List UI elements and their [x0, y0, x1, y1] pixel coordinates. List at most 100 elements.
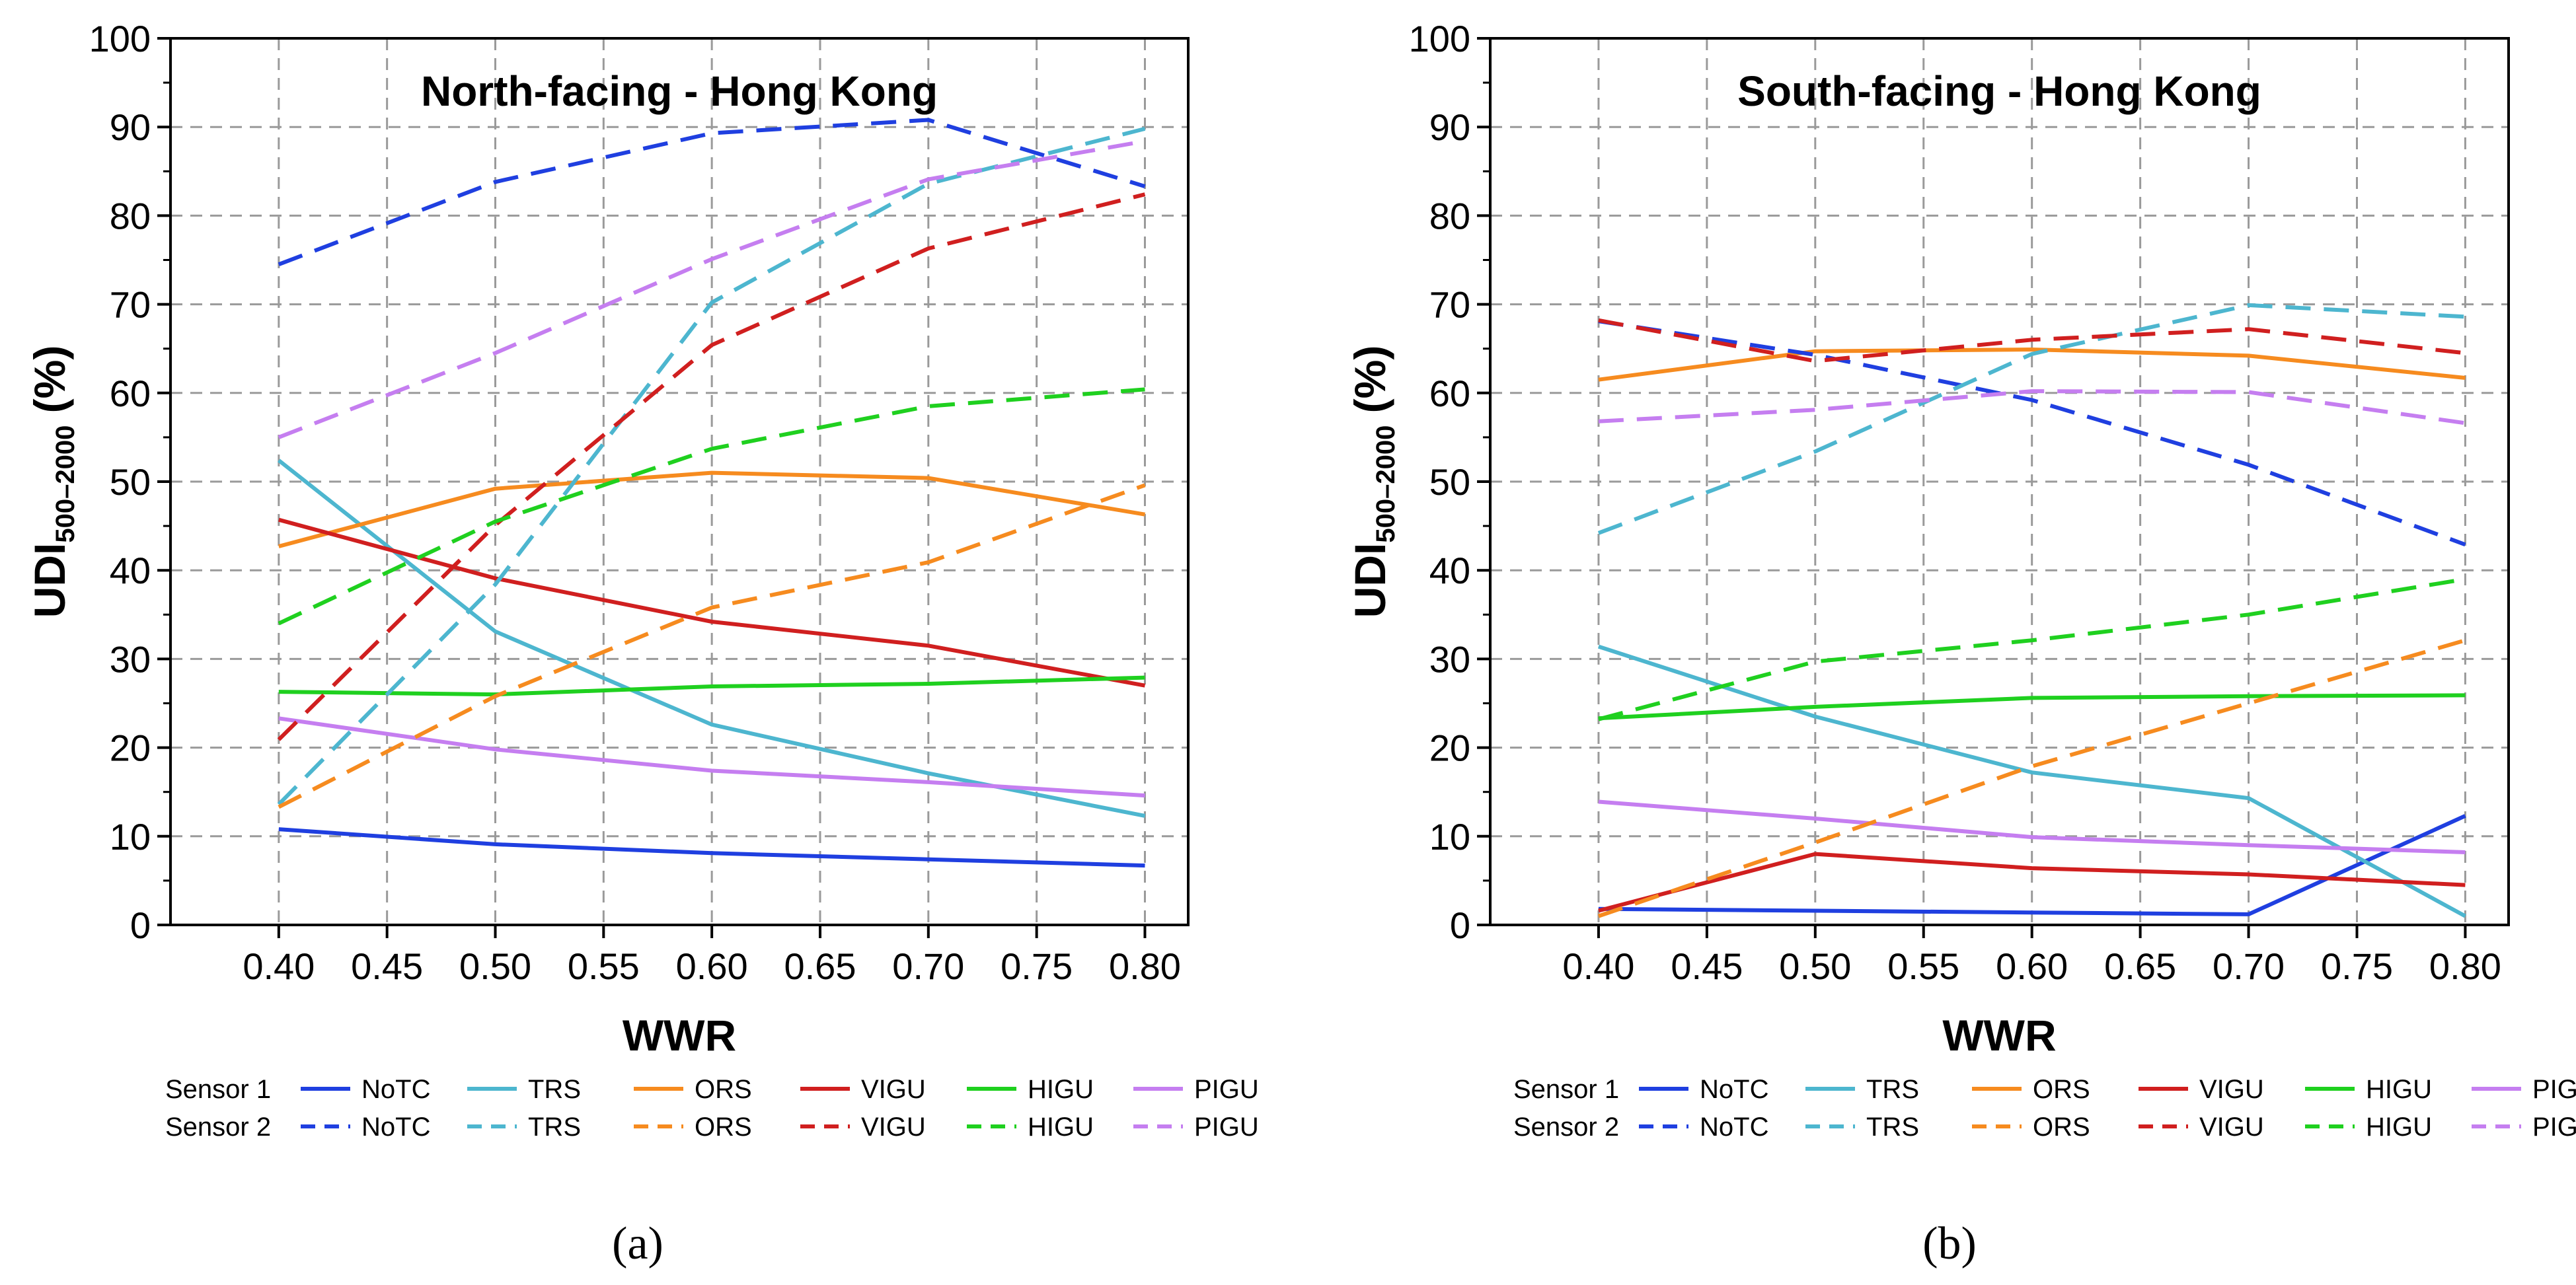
x-tick-label: 0.65 — [784, 945, 856, 987]
series-line-sensor1-vigu — [1598, 852, 2466, 913]
series-line-sensor2-trs — [277, 126, 1146, 806]
series-line-sensor2-ors — [278, 483, 1146, 809]
legend-entry-label: HIGU — [1028, 1075, 1094, 1104]
series-line-sensor2-pigu — [278, 139, 1146, 439]
x-tick-label: 0.60 — [1996, 945, 2068, 987]
x-tick-label: 0.75 — [2321, 945, 2393, 987]
y-axis-label-main: UDI — [25, 543, 74, 618]
legend-entry-label: NoTC — [1700, 1075, 1768, 1104]
legend-entry-label: ORS — [2033, 1075, 2090, 1104]
x-tick-label: 0.75 — [1001, 945, 1073, 987]
y-tick-label: 70 — [110, 284, 151, 326]
x-tick-label: 0.45 — [1671, 945, 1743, 987]
x-tick-label: 0.55 — [568, 945, 640, 987]
legend: Sensor 1 Sensor 2 NoTC NoTC TRS TRS ORS ORS VIGU… — [165, 1075, 1259, 1142]
y-tick-label: 30 — [1429, 638, 1470, 680]
legend-entry-label: VIGU — [861, 1113, 926, 1142]
x-tick-label: 0.70 — [2213, 945, 2285, 987]
series-line-sensor1-pigu — [1598, 799, 2466, 854]
panel-caption: (a) — [612, 1218, 663, 1269]
y-tick-label: 0 — [1450, 904, 1470, 946]
panel-north-facing: 0.40 0.45 0.50 0.55 0.60 0.65 0.70 0.75 0.80 0 10 2… — [25, 18, 1259, 1269]
legend-entry-label: HIGU — [2366, 1075, 2432, 1104]
series-line-sensor2-pigu — [1598, 389, 2466, 425]
x-tick-label: 0.70 — [892, 945, 964, 987]
y-tick-label: 0 — [130, 904, 151, 946]
y-tick-label: 60 — [1429, 373, 1470, 414]
series-layer — [1597, 303, 2466, 918]
y-axis-label-main: UDI — [1345, 543, 1394, 618]
legend-entry-label: PIGU — [2532, 1113, 2576, 1142]
legend-entry-label: NoTC — [361, 1075, 430, 1104]
series-line-sensor1-higu — [1598, 693, 2466, 721]
x-tick-label: 0.80 — [1109, 945, 1181, 987]
series-line-sensor1-pigu — [278, 716, 1145, 798]
x-tick-label: 0.60 — [676, 945, 748, 987]
legend-entry-label: ORS — [695, 1113, 752, 1142]
legend-entry-label: VIGU — [861, 1075, 926, 1104]
y-axis-label-sub: 500–2000 — [1371, 425, 1400, 543]
x-axis-label: WWR — [1942, 1011, 2056, 1060]
x-tick-label: 0.55 — [1887, 945, 1959, 987]
legend-row-label: Sensor 1 — [165, 1075, 271, 1104]
y-tick-label: 90 — [110, 106, 151, 148]
legend-entry-label: TRS — [528, 1113, 581, 1142]
series-line-sensor2-higu — [1598, 577, 2466, 721]
series-line-sensor2-vigu — [1598, 318, 2466, 363]
y-tick-label: 40 — [110, 550, 151, 591]
y-tick-label: 20 — [1429, 727, 1470, 769]
legend-row-label: Sensor 1 — [1513, 1075, 1619, 1104]
legend-entry-label: ORS — [2033, 1113, 2090, 1142]
y-axis-label-unit: (%) — [1345, 346, 1394, 425]
series-line-sensor1-ors — [1598, 348, 2466, 382]
plot-frame — [169, 37, 1190, 926]
x-tick-label: 0.50 — [1779, 945, 1851, 987]
y-tick-label: 50 — [1429, 461, 1470, 503]
legend: Sensor 1 Sensor 2 NoTC NoTC TRS TRS ORS ORS VIGU… — [1513, 1075, 2576, 1142]
legend-row-label: Sensor 2 — [165, 1113, 271, 1142]
series-line-sensor2-notc — [278, 118, 1146, 267]
grid-lines — [170, 37, 1188, 926]
axis-ticks: 0.40 0.45 0.50 0.55 0.60 0.65 0.70 0.75 0.80 0 10 2… — [89, 18, 1181, 987]
y-tick-label: 90 — [1429, 106, 1470, 148]
y-tick-label: 80 — [110, 195, 151, 237]
x-tick-label: 0.80 — [2429, 945, 2501, 987]
legend-entry-label: ORS — [695, 1075, 752, 1104]
series-line-sensor1-vigu — [278, 517, 1146, 688]
y-tick-label: 30 — [110, 638, 151, 680]
y-tick-label: 80 — [1429, 195, 1470, 237]
series-line-sensor2-trs — [1597, 303, 2466, 535]
x-axis-label: WWR — [623, 1011, 736, 1060]
y-tick-label: 50 — [110, 461, 151, 503]
legend-entry-label: NoTC — [1700, 1113, 1768, 1142]
series-line-sensor2-vigu — [277, 192, 1146, 741]
chart-title: South-facing - Hong Kong — [1737, 67, 2261, 115]
x-tick-label: 0.40 — [1562, 945, 1634, 987]
series-layer — [277, 118, 1146, 868]
x-tick-label: 0.50 — [459, 945, 531, 987]
x-tick-label: 0.65 — [2104, 945, 2176, 987]
grid-lines — [1490, 37, 2509, 926]
x-tick-label: 0.40 — [243, 945, 315, 987]
y-tick-label: 100 — [1409, 18, 1470, 59]
y-axis-label-unit: (%) — [25, 346, 74, 425]
x-tick-label: 0.45 — [351, 945, 423, 987]
legend-entry-label: VIGU — [2199, 1113, 2264, 1142]
series-line-sensor1-ors — [278, 470, 1145, 548]
y-tick-label: 10 — [1429, 816, 1470, 858]
series-line-sensor2-higu — [278, 387, 1145, 626]
y-tick-label: 100 — [89, 18, 151, 59]
legend-row-label: Sensor 2 — [1513, 1113, 1619, 1142]
panel-south-facing: 0.40 0.45 0.50 0.55 0.60 0.65 0.70 0.75 0.80 0 10 2… — [1345, 18, 2576, 1269]
legend-entry-label: HIGU — [1028, 1113, 1094, 1142]
legend-entry-label: TRS — [1866, 1113, 1919, 1142]
panel-caption: (b) — [1922, 1218, 1977, 1269]
y-tick-label: 10 — [110, 816, 151, 858]
legend-entry-label: TRS — [1866, 1075, 1919, 1104]
legend-entry-label: PIGU — [1194, 1113, 1259, 1142]
series-line-sensor2-notc — [1598, 319, 2466, 547]
y-axis-label: UDI500–2000 (%) — [1345, 346, 1400, 618]
y-axis-label-sub: 500–2000 — [51, 425, 80, 543]
y-axis-label: UDI500–2000 (%) — [25, 346, 80, 618]
